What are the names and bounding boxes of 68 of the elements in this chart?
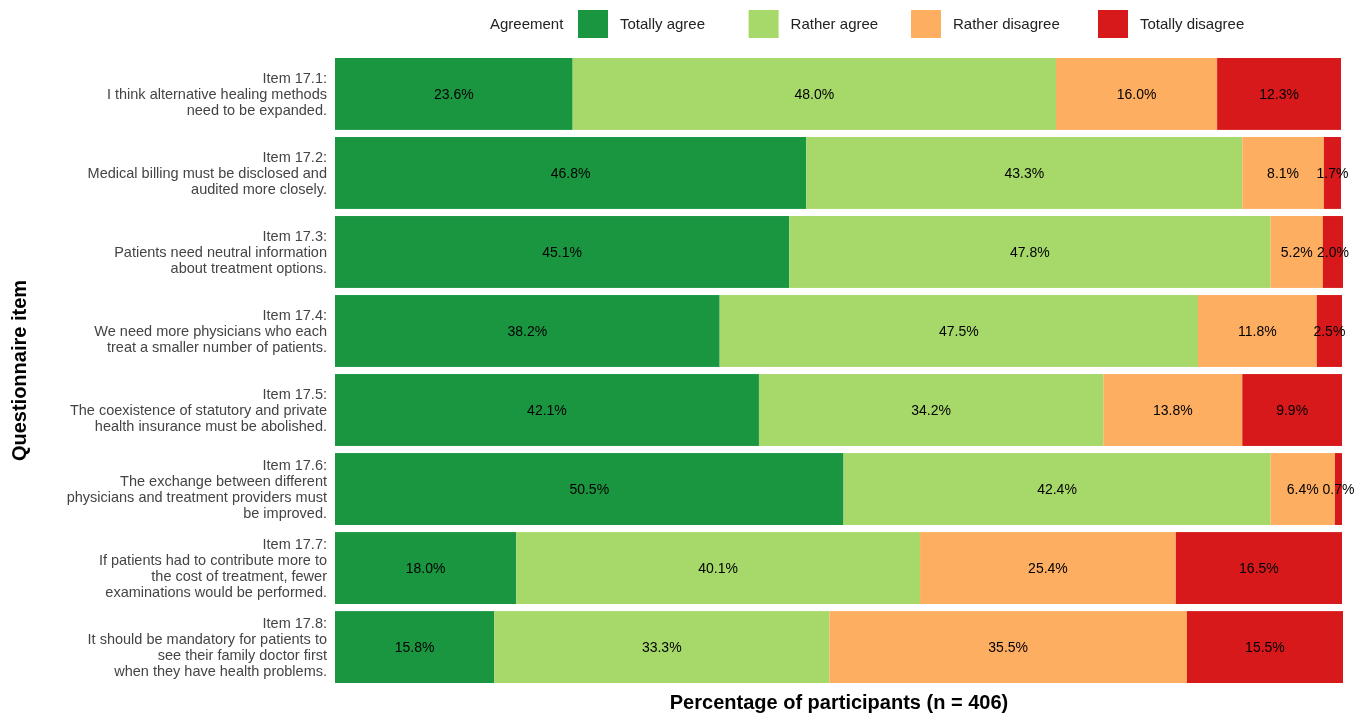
bar [806, 137, 1243, 209]
y-axis-title: Questionnaire item [8, 279, 30, 462]
bar [335, 137, 807, 209]
bar [335, 532, 517, 604]
data-label: 38.2% [507, 322, 548, 339]
data-label: 0.7% [1322, 480, 1355, 497]
data-label: 18.0% [405, 559, 446, 576]
bar [335, 295, 720, 367]
data-label: 47.8% [1009, 243, 1050, 260]
legend-label: Totally agree [620, 15, 706, 33]
data-label: 45.1% [542, 243, 582, 260]
bar [335, 453, 844, 525]
bar [1175, 532, 1342, 604]
bar [719, 295, 1198, 367]
legend-label: Totally disagree [1140, 15, 1245, 33]
data-label: 33.3% [641, 638, 682, 655]
bar [920, 532, 1176, 604]
data-label: 34.2% [911, 401, 951, 418]
data-label: 5.2% [1280, 243, 1313, 260]
data-label: 47.5% [938, 322, 979, 339]
bar [516, 532, 921, 604]
data-label: 15.8% [394, 638, 435, 655]
y-tick-label: Item 17.5: The coexistence of statutory and private health insurance must be abolished. [69, 386, 327, 435]
data-label: 46.8% [550, 164, 591, 181]
bar [335, 216, 790, 288]
legend-label: Rather disagree [953, 15, 1060, 33]
data-label: 13.8% [1152, 401, 1193, 418]
bar [335, 611, 495, 683]
data-label: 50.5% [569, 480, 610, 497]
y-tick-label: Item 17.4: We need more physicians who each treat a smaller number of patients. [94, 307, 327, 356]
data-label: 15.5% [1245, 638, 1285, 655]
bar [1056, 58, 1218, 130]
legend-label: Rather agree [790, 15, 879, 33]
data-label: 43.3% [1004, 164, 1045, 181]
data-label: 25.4% [1028, 559, 1068, 576]
bar [843, 453, 1271, 525]
data-label: 16.0% [1116, 85, 1157, 102]
y-tick-label: Item 17.2: Medical billing must be disclosed and audited more closely. [87, 149, 327, 198]
bar [572, 58, 1057, 130]
data-label: 23.6% [433, 85, 474, 102]
bar [758, 374, 1104, 446]
data-label: 12.3% [1259, 85, 1299, 102]
y-tick-label: Item 17.1: I think alternative healing methods need to be expanded. [106, 70, 327, 119]
bar [335, 374, 759, 446]
bar [494, 611, 830, 683]
data-label: 48.0% [794, 85, 835, 102]
bar [1242, 374, 1342, 446]
data-label: 11.8% [1238, 322, 1277, 339]
y-tick-label: Item 17.7: If patients had to contribute more to the cost of treatment, fewer examinations would be performed. [98, 536, 328, 601]
y-tick-label: Item 17.3: Patients need neutral information about treatment options. [114, 228, 327, 277]
x-axis-title: Percentage of participants (n = 406) [669, 691, 1009, 713]
data-label: 8.1% [1267, 164, 1300, 181]
data-label: 42.1% [527, 401, 567, 418]
data-label: 40.1% [698, 559, 739, 576]
legend-title: Agreement [490, 15, 565, 33]
data-label: 16.5% [1239, 559, 1279, 576]
data-label: 6.4% [1286, 480, 1319, 497]
data-label: 35.5% [988, 638, 1029, 655]
y-tick-label: Item 17.8: It should be mandatory for patients to see their family doctor first when they have health problems. [87, 615, 327, 680]
bar [1186, 611, 1343, 683]
data-label: 42.4% [1037, 480, 1077, 497]
data-label: 9.9% [1276, 401, 1309, 418]
bar [335, 58, 573, 130]
bar [1103, 374, 1243, 446]
bar [789, 216, 1271, 288]
y-tick-label: Item 17.6: The exchange between different physicians and treatment providers must be improved. [66, 457, 327, 522]
bar [829, 611, 1187, 683]
bar [1217, 58, 1341, 130]
